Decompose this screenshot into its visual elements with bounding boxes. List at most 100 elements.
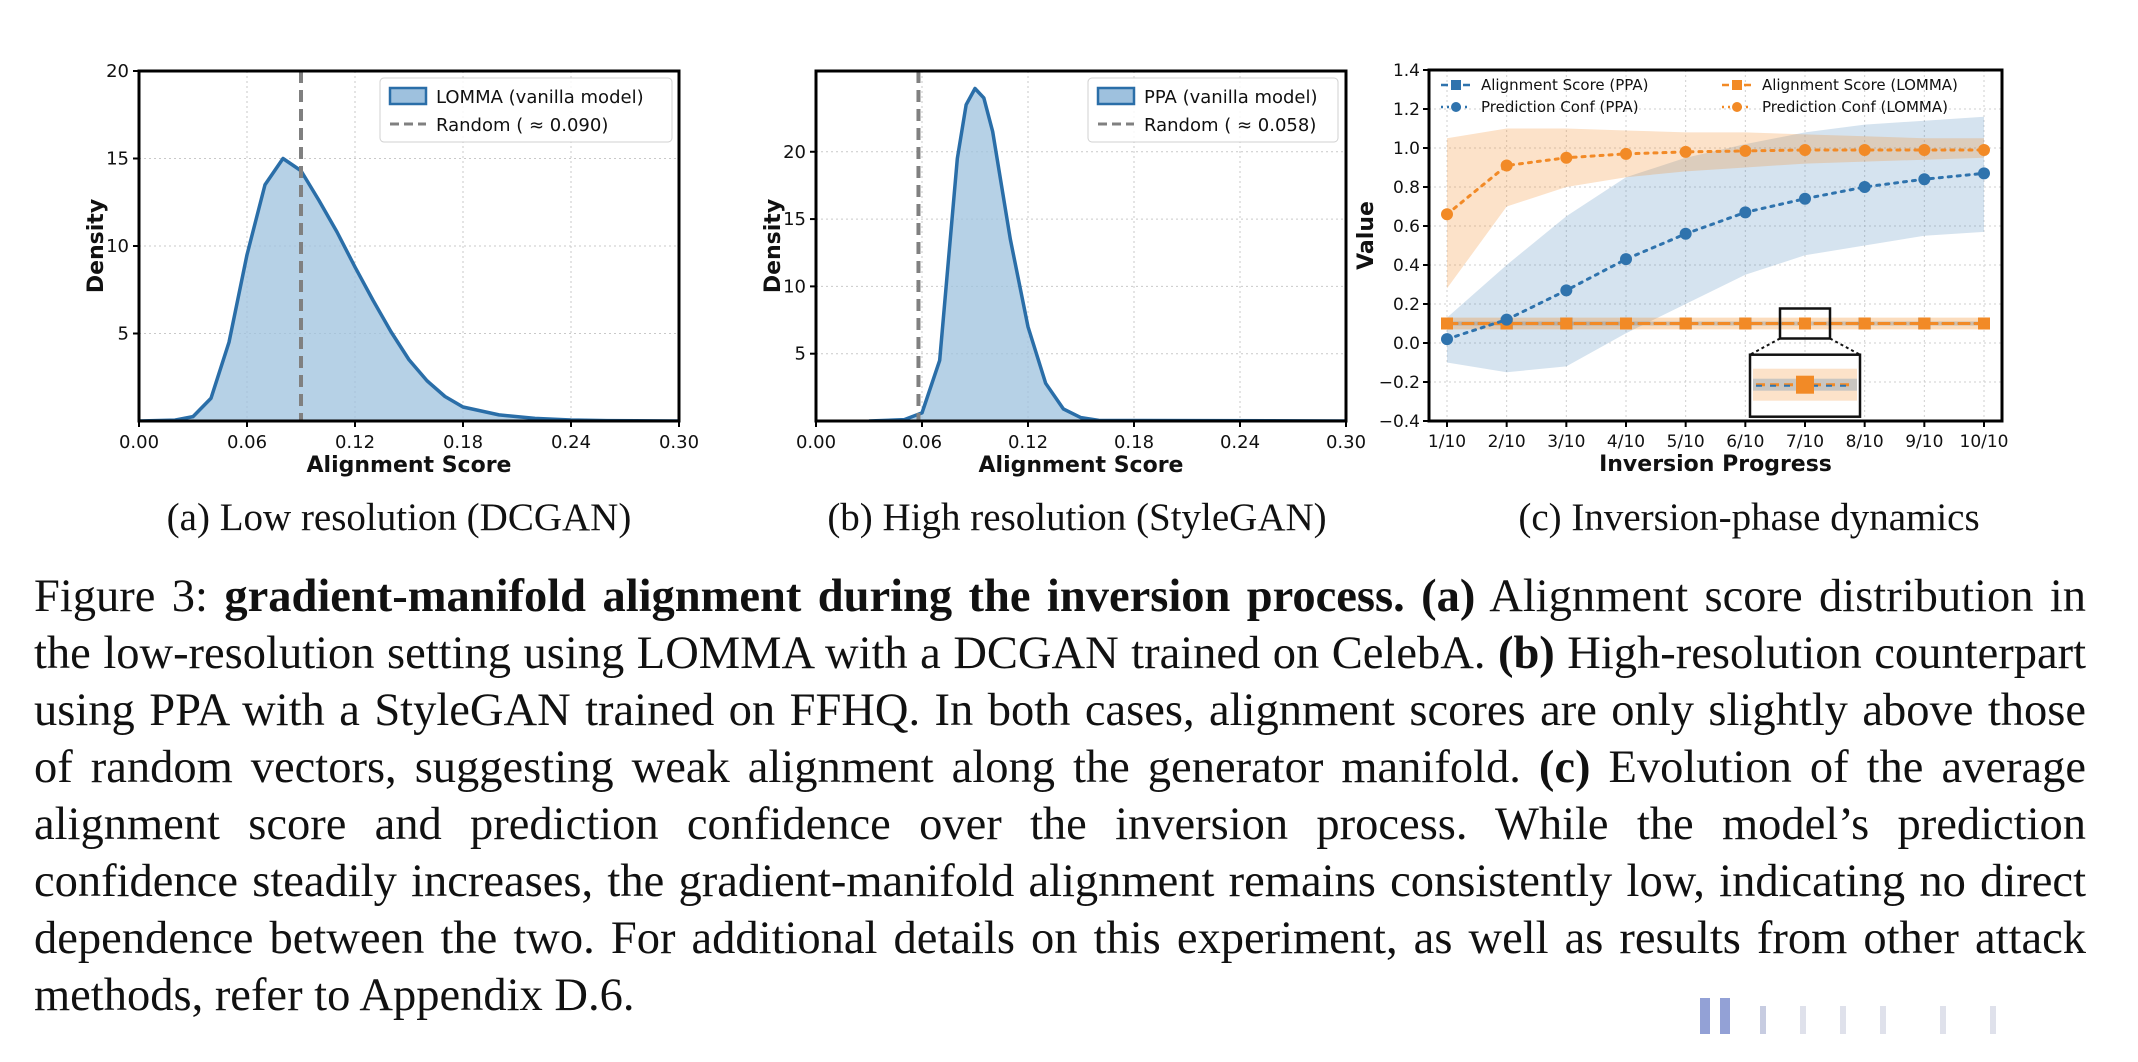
- zoom-marker: [1796, 375, 1814, 394]
- series-marker-circle: [1918, 143, 1931, 156]
- x-tick-label: 0.00: [796, 432, 836, 453]
- figure-caption: Figure 3: gradient-manifold alignment du…: [34, 568, 2086, 1024]
- y-tick-label: 15: [783, 209, 806, 230]
- series-line: [1445, 148, 1986, 216]
- series-marker-circle: [1978, 143, 1990, 156]
- caption-b-tag: (b): [1497, 628, 1555, 679]
- x-tick-label: 0.30: [1326, 432, 1366, 453]
- series-marker-square: [1799, 317, 1811, 330]
- series-marker-circle: [1799, 143, 1811, 156]
- legend-label: Alignment Score (PPA): [1481, 76, 1649, 94]
- series-marker-circle: [1560, 151, 1573, 164]
- series-marker-circle: [1441, 208, 1453, 221]
- series-marker-circle: [1739, 144, 1752, 157]
- x-tick-label: 8/10: [1846, 432, 1884, 452]
- x-tick-label: 3/10: [1547, 432, 1585, 452]
- legend-label: Prediction Conf (LOMMA): [1762, 98, 1948, 116]
- y-tick-label: 15: [106, 149, 129, 170]
- series-line: [1445, 171, 1986, 341]
- legend-label-density: PPA (vanilla model): [1144, 87, 1318, 108]
- subcaption-b: (b) High resolution (StyleGAN): [827, 496, 1326, 539]
- y-tick-label: 5: [118, 324, 129, 345]
- caption-title: gradient-manifold alignment during the i…: [224, 571, 1405, 622]
- y-tick-label: 0.4: [1393, 256, 1420, 276]
- legend-swatch-marker: [1451, 80, 1461, 90]
- legend-swatch-marker: [1732, 102, 1742, 112]
- series-marker-circle: [1620, 147, 1632, 160]
- x-tick-label: 0.18: [443, 432, 483, 453]
- x-tick-label: 10/10: [1960, 432, 2009, 452]
- confidence-band: [1447, 128, 1984, 289]
- x-axis-label: Inversion Progress: [1599, 452, 1832, 477]
- y-axis-label: Value: [1354, 201, 1379, 270]
- caption-b-text: High-resolution counterpart using PPA wi…: [34, 628, 2086, 793]
- legend-box: [1087, 77, 1339, 143]
- y-tick-label: −0.2: [1379, 373, 1420, 393]
- legend-label-random: Random ( ≈ 0.090): [436, 115, 608, 136]
- zoom-connector: [1749, 337, 1781, 356]
- y-axis-label: Density: [84, 199, 109, 293]
- series-marker-circle: [1799, 192, 1811, 205]
- confidence-band: [1447, 116, 1984, 373]
- x-tick-label: 0.06: [902, 432, 942, 453]
- x-tick-label: 5/10: [1667, 432, 1705, 452]
- y-tick-label: 0.6: [1393, 217, 1420, 237]
- caption-c-text: Evolution of the average alignment score…: [34, 742, 2086, 1021]
- x-tick-label: 0.18: [1114, 432, 1154, 453]
- series-marker-circle: [1858, 143, 1871, 156]
- legend-label-density: LOMMA (vanilla model): [436, 87, 644, 108]
- panel-b-density-plot: 0.00 0.06 0.12 0.18 0.24 0.30 5 10 15 20 Alignment…: [761, 69, 1366, 478]
- x-tick-label: 0.12: [1008, 432, 1048, 453]
- series-marker-square: [1978, 317, 1990, 330]
- y-tick-label: 5: [795, 344, 806, 365]
- legend-label: Alignment Score (LOMMA): [1762, 76, 1958, 94]
- density-curve: [868, 86, 1346, 421]
- legend-swatch-density: [1096, 86, 1136, 106]
- y-tick-label: 20: [106, 61, 129, 82]
- plot-frame: [814, 69, 1348, 423]
- density-area: [139, 158, 679, 421]
- y-tick-label: 0.0: [1393, 334, 1420, 354]
- y-tick-label: 1.4: [1393, 61, 1420, 81]
- series-marker-circle: [1441, 333, 1453, 346]
- y-tick-label: 10: [106, 236, 129, 257]
- series-marker-square: [1858, 317, 1871, 330]
- caption-fig-label: Figure 3:: [34, 571, 225, 622]
- zoom-connector: [1829, 337, 1861, 356]
- caption-a-tag: (a): [1421, 571, 1476, 622]
- series-marker-circle: [1858, 181, 1871, 193]
- y-tick-label: 20: [783, 142, 806, 163]
- legend-swatch-density: [388, 86, 428, 106]
- legend-swatch-marker: [1732, 80, 1742, 90]
- x-axis-label: Alignment Score: [307, 453, 512, 478]
- series-marker-square: [1679, 317, 1692, 330]
- series-marker-circle: [1918, 173, 1931, 186]
- zoom-source-box: [1778, 307, 1832, 340]
- y-axis-label: Density: [761, 199, 786, 293]
- x-tick-label: 0.24: [551, 432, 591, 453]
- density-area: [869, 88, 1346, 421]
- series-marker-square: [1739, 317, 1752, 330]
- series-marker-square: [1441, 317, 1453, 330]
- y-tick-label: 1.0: [1393, 139, 1420, 159]
- series-marker-circle: [1679, 227, 1692, 240]
- series-marker-circle: [1500, 159, 1513, 172]
- x-tick-label: 4/10: [1607, 432, 1645, 452]
- x-tick-label: 0.24: [1220, 432, 1260, 453]
- x-tick-label: 2/10: [1488, 432, 1526, 452]
- subcaption-c: (c) Inversion-phase dynamics: [1518, 496, 1979, 539]
- x-tick-label: 6/10: [1726, 432, 1764, 452]
- legend-label-random: Random ( ≈ 0.058): [1144, 115, 1316, 136]
- y-tick-label: 0.2: [1393, 295, 1420, 315]
- series-marker-square: [1560, 317, 1573, 330]
- legend-label: Prediction Conf (PPA): [1481, 98, 1639, 116]
- series-marker-circle: [1978, 167, 1990, 180]
- caption-c-tag: (c): [1538, 742, 1591, 793]
- x-tick-label: 9/10: [1905, 432, 1943, 452]
- panel-a-density-plot: 0.00 0.06 0.12 0.18 0.24 0.30 5 10 15 20 Alignment…: [84, 61, 699, 478]
- x-tick-label: 0.06: [227, 432, 267, 453]
- legend-box: [379, 77, 673, 143]
- y-tick-label: 10: [783, 276, 806, 297]
- y-tick-label: 1.2: [1393, 100, 1420, 120]
